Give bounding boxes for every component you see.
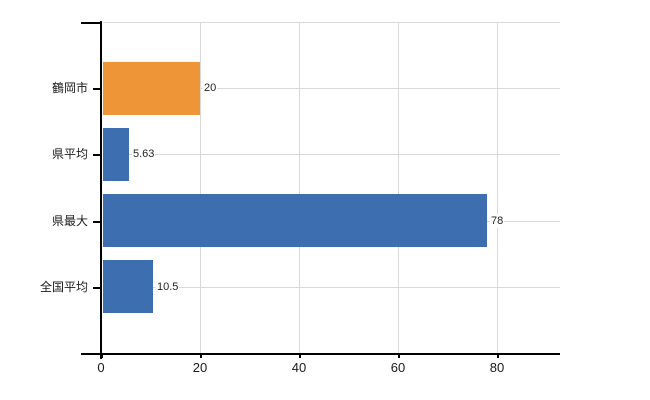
x-gridline bbox=[398, 22, 399, 353]
y-category-label: 鶴岡市 bbox=[51, 81, 88, 95]
bar bbox=[103, 194, 487, 247]
bar-value-label: 78 bbox=[490, 214, 505, 228]
plot-top-border bbox=[103, 22, 560, 23]
x-tick-label: 0 bbox=[97, 360, 105, 375]
y-gridline bbox=[103, 154, 560, 155]
y-gridline bbox=[103, 88, 560, 89]
y-category-label: 県最大 bbox=[51, 214, 88, 228]
y-tick bbox=[93, 88, 101, 90]
x-tick-label: 40 bbox=[291, 360, 307, 375]
x-tick bbox=[101, 353, 103, 358]
bar-value-label: 20 bbox=[203, 81, 218, 95]
x-tick bbox=[299, 353, 301, 358]
bar-value-label: 10.5 bbox=[156, 280, 180, 294]
x-tick-label: 60 bbox=[390, 360, 406, 375]
bar bbox=[103, 62, 200, 115]
x-tick-label: 80 bbox=[489, 360, 505, 375]
y-tick bbox=[93, 154, 101, 156]
x-axis bbox=[81, 353, 560, 355]
x-tick bbox=[200, 353, 202, 358]
y-category-label: 全国平均 bbox=[39, 280, 88, 294]
x-gridline bbox=[497, 22, 498, 353]
y-axis bbox=[100, 21, 102, 359]
x-gridline bbox=[299, 22, 300, 353]
y-tick bbox=[93, 221, 101, 223]
x-tick bbox=[497, 353, 499, 358]
bar bbox=[103, 260, 153, 313]
y-category-label: 県平均 bbox=[51, 147, 88, 161]
y-tick bbox=[93, 287, 101, 289]
y-gridline bbox=[103, 287, 560, 288]
x-gridline bbox=[200, 22, 201, 353]
x-tick-label: 20 bbox=[192, 360, 208, 375]
bar bbox=[103, 128, 129, 181]
axis-corner-cap bbox=[81, 22, 102, 24]
x-tick bbox=[398, 353, 400, 358]
bar-value-label: 5.63 bbox=[132, 147, 156, 161]
